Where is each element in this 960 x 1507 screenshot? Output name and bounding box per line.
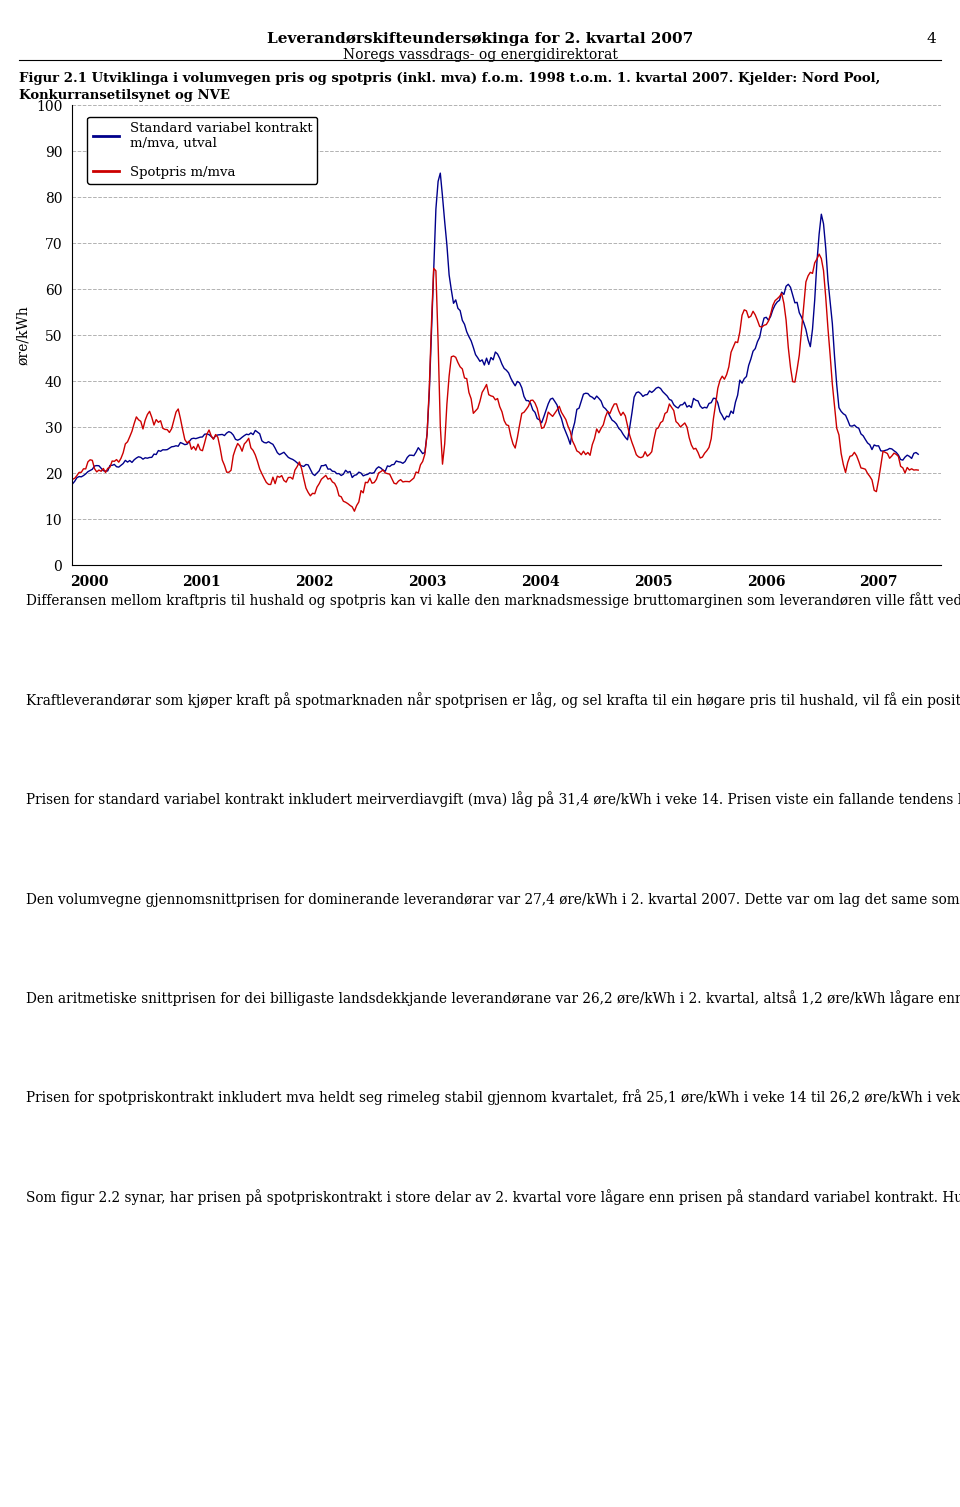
Text: Den aritmetiske snittprisen for dei billigaste landsdekkjande leverandørane var : Den aritmetiske snittprisen for dei bill… — [26, 990, 960, 1007]
Text: Den volumvegne gjennomsnittprisen for dominerande leverandørar var 27,4 øre/kWh : Den volumvegne gjennomsnittprisen for do… — [26, 891, 960, 907]
Text: Kraftleverandørar som kjøper kraft på spotmarknaden når spotprisen er låg, og se: Kraftleverandørar som kjøper kraft på sp… — [26, 692, 960, 708]
Y-axis label: øre/kWh: øre/kWh — [16, 306, 31, 365]
Text: Prisen for standard variabel kontrakt inkludert meirverdiavgift (mva) låg på 31,: Prisen for standard variabel kontrakt in… — [26, 791, 960, 808]
Text: Figur 2.1 Utviklinga i volumvegen pris og spotpris (inkl. mva) f.o.m. 1998 t.o.m: Figur 2.1 Utviklinga i volumvegen pris o… — [19, 72, 880, 102]
Legend: Standard variabel kontrakt
m/mva, utval, Spotpris m/mva: Standard variabel kontrakt m/mva, utval,… — [87, 116, 318, 184]
Text: Leverandørskifteundersøkinga for 2. kvartal 2007: Leverandørskifteundersøkinga for 2. kvar… — [267, 32, 693, 45]
Text: 4: 4 — [926, 32, 936, 45]
Text: Differansen mellom kraftpris til hushald og spotpris kan vi kalle den marknadsme: Differansen mellom kraftpris til hushald… — [26, 592, 960, 609]
Text: Noregs vassdrags- og energidirektorat: Noregs vassdrags- og energidirektorat — [343, 48, 617, 62]
Text: Som figur 2.2 synar, har prisen på spotpriskontrakt i store delar av 2. kvartal : Som figur 2.2 synar, har prisen på spotp… — [26, 1189, 960, 1206]
Text: Prisen for spotpriskontrakt inkludert mva heldt seg rimeleg stabil gjennom kvart: Prisen for spotpriskontrakt inkludert mv… — [26, 1090, 960, 1106]
